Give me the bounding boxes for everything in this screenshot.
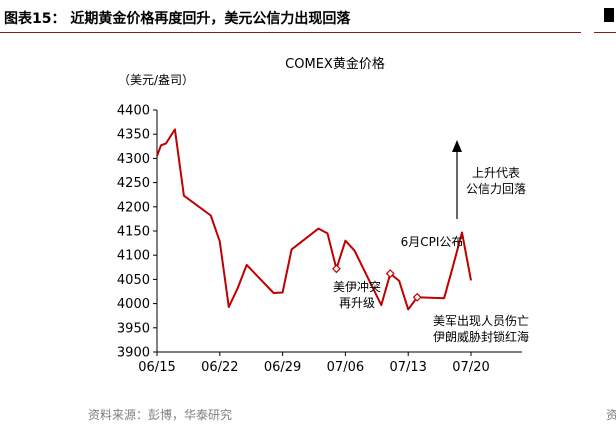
next-figure-foot: 资 <box>606 408 616 422</box>
source-note: 资料来源：彭博，华泰研究 <box>88 408 233 422</box>
y-tick-label-4200: 4200 <box>117 200 150 215</box>
title-rule <box>0 32 581 33</box>
y-tick-label-4000: 4000 <box>117 297 150 312</box>
annotation-conflict-line2: 再升级 <box>339 296 375 310</box>
annotation-cpi: 6月CPI公布 <box>401 235 464 249</box>
gold-price-chart: COMEX黄金价格 （美元/盎司） 3900 3950 4000 4050 4100 41… <box>117 56 529 375</box>
y-tick-label-4300: 4300 <box>117 152 150 167</box>
y-tick-label-4400: 4400 <box>117 104 150 119</box>
up-arrow <box>452 140 462 219</box>
next-figure-mark <box>604 8 614 22</box>
series-line <box>156 128 472 311</box>
event-marker-2 <box>385 269 395 279</box>
y-tick-label-3900: 3900 <box>117 346 150 361</box>
series-layer <box>156 128 472 311</box>
annotation-rise-line1: 上升代表 <box>472 166 520 180</box>
next-figure-rule <box>594 32 616 33</box>
event-marker-1 <box>331 264 341 274</box>
annotations: 上升代表 公信力回落 6月CPI公布 美伊冲突 再升级 美军出现人员伤亡 伊朗威… <box>333 166 529 344</box>
x-tick-label-06-29: 06/29 <box>264 360 301 375</box>
y-tick-label-4100: 4100 <box>117 249 150 264</box>
x-tick-label-07-13: 07/13 <box>389 360 426 375</box>
axes: 3900 3950 4000 4050 4100 4150 4200 4250 4300 4350… <box>117 104 522 375</box>
x-tick-label-07-06: 07/06 <box>327 360 364 375</box>
y-tick-label-4050: 4050 <box>117 273 150 288</box>
annotation-casualty-line2: 伊朗威胁封锁红海 <box>433 329 529 344</box>
figure-title: 图表15： 近期黄金价格再度回升，美元公信力出现回落 <box>4 11 351 27</box>
x-tick-label-06-15: 06/15 <box>138 360 175 375</box>
annotation-casualty-line1: 美军出现人员伤亡 <box>433 314 529 328</box>
y-axis-label: （美元/盎司） <box>118 73 194 87</box>
annotation-rise-line2: 公信力回落 <box>466 182 526 196</box>
annotation-conflict-line1: 美伊冲突 <box>333 279 381 294</box>
x-tick-label-06-22: 06/22 <box>201 360 238 375</box>
up-arrow-head <box>452 140 462 152</box>
chart-title: COMEX黄金价格 <box>285 56 385 72</box>
x-tick-label-07-20: 07/20 <box>452 360 489 375</box>
y-tick-label-4350: 4350 <box>117 128 150 143</box>
event-marker-3 <box>412 292 422 302</box>
y-tick-label-4150: 4150 <box>117 225 150 240</box>
y-tick-label-3950: 3950 <box>117 321 150 336</box>
y-tick-label-4250: 4250 <box>117 176 150 191</box>
